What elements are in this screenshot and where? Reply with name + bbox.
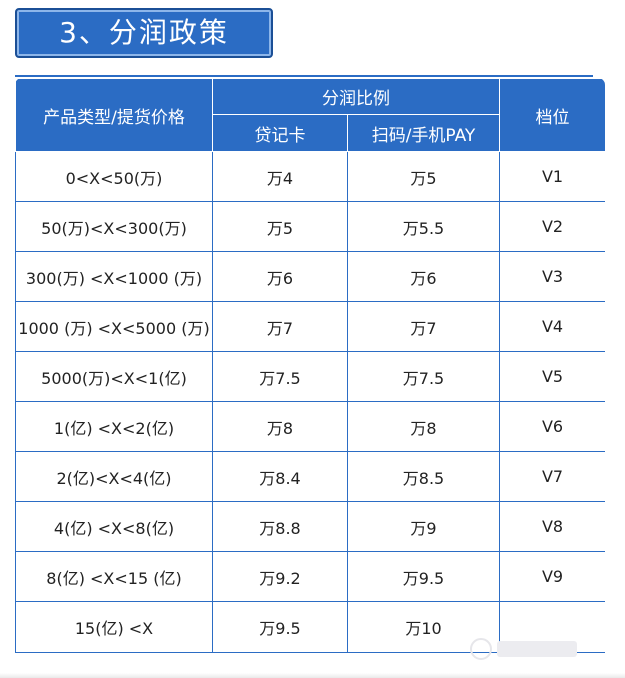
profit-sharing-table-container: 产品类型/提货价格 分润比例 档位 贷记卡 扫码/手机PAY 0<X<50(万)… — [15, 78, 605, 672]
header-scan-pay: 扫码/手机PAY — [347, 114, 500, 152]
cell-level: V2 — [499, 201, 605, 252]
cell-scan-rate: 万8.5 — [347, 451, 500, 502]
cell-card-rate: 万4 — [212, 151, 348, 202]
cell-card-rate: 万6 — [212, 251, 348, 302]
cell-scan-rate: 万7.5 — [347, 351, 500, 402]
cell-level: V8 — [499, 501, 605, 552]
table-row: 50(万)<X<300(万) 万5 万5.5 V2 — [15, 201, 605, 252]
table-row: 1000 (万) <X<5000 (万) 万7 万7 V4 — [15, 301, 605, 352]
table-row: 15(亿) <X 万9.5 万10 — [15, 601, 605, 653]
cell-card-rate: 万9.2 — [212, 551, 348, 602]
section-title-banner: 3、分润政策 — [15, 8, 273, 58]
header-level: 档位 — [499, 78, 605, 152]
cell-scan-rate: 万6 — [347, 251, 500, 302]
cell-level: V6 — [499, 401, 605, 452]
header-credit-card: 贷记卡 — [212, 114, 348, 152]
cell-range: 1000 (万) <X<5000 (万) — [15, 301, 213, 352]
cell-card-rate: 万8.8 — [212, 501, 348, 552]
cell-level: V4 — [499, 301, 605, 352]
cell-level: V7 — [499, 451, 605, 502]
cell-card-rate: 万7 — [212, 301, 348, 352]
bottom-edge — [0, 673, 625, 678]
cell-scan-rate: 万5.5 — [347, 201, 500, 252]
cell-scan-rate: 万9 — [347, 501, 500, 552]
cell-card-rate: 万7.5 — [212, 351, 348, 402]
cell-card-rate: 万5 — [212, 201, 348, 252]
cell-scan-rate: 万9.5 — [347, 551, 500, 602]
cell-card-rate: 万9.5 — [212, 601, 348, 653]
cell-scan-rate: 万8 — [347, 401, 500, 452]
header-product-type: 产品类型/提货价格 — [15, 78, 213, 152]
cell-range: 5000(万)<X<1(亿) — [15, 351, 213, 402]
cell-level: V5 — [499, 351, 605, 402]
table-subheader-row: 贷记卡 扫码/手机PAY — [16, 114, 606, 152]
watermark — [470, 636, 580, 662]
cell-card-rate: 万8 — [212, 401, 348, 452]
watermark-logo-icon — [470, 638, 492, 660]
cell-scan-rate: 万5 — [347, 151, 500, 202]
table-row: 1(亿) <X<2(亿) 万8 万8 V6 — [15, 401, 605, 452]
cell-level: V1 — [499, 151, 605, 202]
table-row: 300(万) <X<1000 (万) 万6 万6 V3 — [15, 251, 605, 302]
table-row: 8(亿) <X<15 (亿) 万9.2 万9.5 V9 — [15, 551, 605, 602]
cell-range: 50(万)<X<300(万) — [15, 201, 213, 252]
cell-range: 8(亿) <X<15 (亿) — [15, 551, 213, 602]
cell-range: 300(万) <X<1000 (万) — [15, 251, 213, 302]
watermark-blur — [497, 641, 577, 657]
cell-range: 15(亿) <X — [15, 601, 213, 653]
cell-range: 0<X<50(万) — [15, 151, 213, 202]
cell-range: 4(亿) <X<8(亿) — [15, 501, 213, 552]
header-ratio-group: 分润比例 — [212, 78, 500, 115]
table-row: 0<X<50(万) 万4 万5 V1 — [15, 151, 605, 202]
section-title: 3、分润政策 — [59, 16, 229, 49]
cell-scan-rate: 万7 — [347, 301, 500, 352]
top-divider — [15, 75, 593, 77]
cell-level: V3 — [499, 251, 605, 302]
cell-range: 1(亿) <X<2(亿) — [15, 401, 213, 452]
table-row: 5000(万)<X<1(亿) 万7.5 万7.5 V5 — [15, 351, 605, 402]
table-row: 4(亿) <X<8(亿) 万8.8 万9 V8 — [15, 501, 605, 552]
cell-level: V9 — [499, 551, 605, 602]
cell-card-rate: 万8.4 — [212, 451, 348, 502]
table-row: 2(亿)<X<4(亿) 万8.4 万8.5 V7 — [15, 451, 605, 502]
table-header-row: 产品类型/提货价格 分润比例 档位 — [15, 78, 605, 152]
profit-sharing-table: 产品类型/提货价格 分润比例 档位 贷记卡 扫码/手机PAY 0<X<50(万)… — [15, 78, 605, 653]
cell-range: 2(亿)<X<4(亿) — [15, 451, 213, 502]
